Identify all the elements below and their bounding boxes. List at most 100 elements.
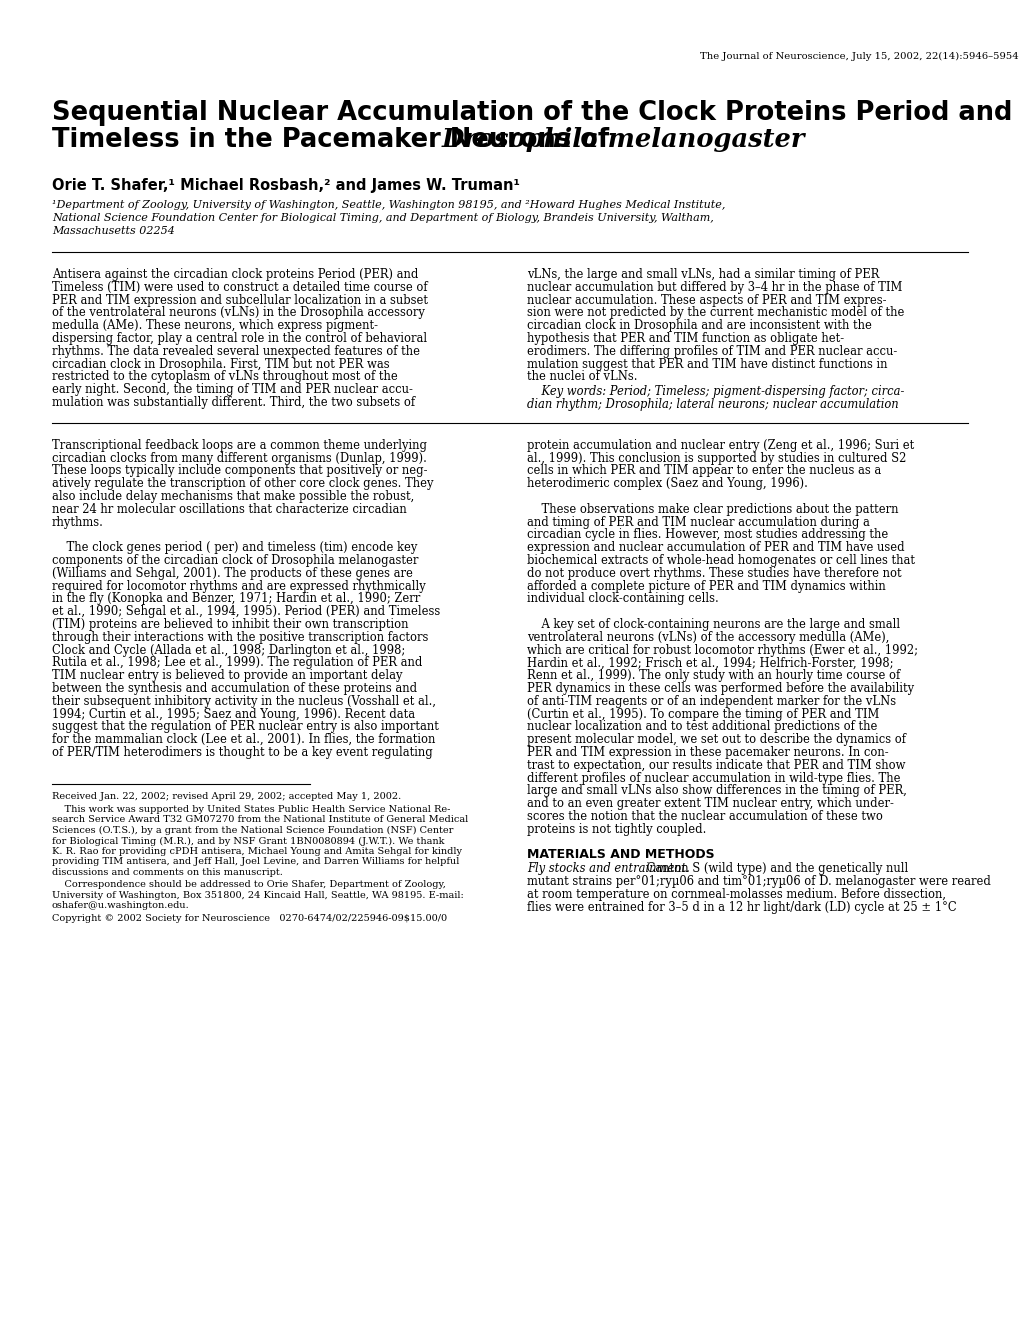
Text: circadian clock in Drosophila and are inconsistent with the: circadian clock in Drosophila and are in… — [527, 320, 871, 333]
Text: MATERIALS AND METHODS: MATERIALS AND METHODS — [527, 849, 714, 862]
Text: 1994; Curtin et al., 1995; Saez and Young, 1996). Recent data: 1994; Curtin et al., 1995; Saez and Youn… — [52, 708, 415, 720]
Text: different profiles of nuclear accumulation in wild-type flies. The: different profiles of nuclear accumulati… — [527, 772, 900, 785]
Text: National Science Foundation Center for Biological Timing, and Department of Biol: National Science Foundation Center for B… — [52, 213, 713, 223]
Text: large and small vLNs also show differences in the timing of PER,: large and small vLNs also show differenc… — [527, 785, 906, 797]
Text: K. R. Rao for providing cPDH antisera, Michael Young and Amita Sehgal for kindly: K. R. Rao for providing cPDH antisera, M… — [52, 847, 462, 855]
Text: protein accumulation and nuclear entry (Zeng et al., 1996; Suri et: protein accumulation and nuclear entry (… — [527, 439, 913, 452]
Text: do not produce overt rhythms. These studies have therefore not: do not produce overt rhythms. These stud… — [527, 566, 901, 579]
Text: suggest that the regulation of PER nuclear entry is also important: suggest that the regulation of PER nucle… — [52, 720, 438, 733]
Text: vLNs, the large and small vLNs, had a similar timing of PER: vLNs, the large and small vLNs, had a si… — [527, 268, 878, 281]
Text: Rutila et al., 1998; Lee et al., 1999). The regulation of PER and: Rutila et al., 1998; Lee et al., 1999). … — [52, 656, 422, 670]
Text: et al., 1990; Sehgal et al., 1994, 1995). Period (PER) and Timeless: et al., 1990; Sehgal et al., 1994, 1995)… — [52, 605, 440, 618]
Text: mulation suggest that PER and TIM have distinct functions in: mulation suggest that PER and TIM have d… — [527, 358, 887, 370]
Text: circadian cycle in flies. However, most studies addressing the: circadian cycle in flies. However, most … — [527, 528, 888, 541]
Text: at room temperature on cornmeal-molasses medium. Before dissection,: at room temperature on cornmeal-molasses… — [527, 888, 945, 900]
Text: Key words: Period; Timeless; pigment-dispersing factor; circa-: Key words: Period; Timeless; pigment-dis… — [527, 385, 904, 398]
Text: and timing of PER and TIM nuclear accumulation during a: and timing of PER and TIM nuclear accumu… — [527, 516, 869, 529]
Text: biochemical extracts of whole-head homogenates or cell lines that: biochemical extracts of whole-head homog… — [527, 554, 914, 568]
Text: Massachusetts 02254: Massachusetts 02254 — [52, 225, 174, 236]
Text: atively regulate the transcription of other core clock genes. They: atively regulate the transcription of ot… — [52, 477, 433, 491]
Text: dispersing factor, play a central role in the control of behavioral: dispersing factor, play a central role i… — [52, 332, 427, 345]
Text: cells in which PER and TIM appear to enter the nucleus as a: cells in which PER and TIM appear to ent… — [527, 464, 880, 477]
Text: Timeless in the Pacemaker Neurons of: Timeless in the Pacemaker Neurons of — [52, 127, 618, 152]
Text: Canton S (wild type) and the genetically null: Canton S (wild type) and the genetically… — [642, 862, 907, 875]
Text: restricted to the cytoplasm of vLNs throughout most of the: restricted to the cytoplasm of vLNs thro… — [52, 370, 397, 383]
Text: scores the notion that the nuclear accumulation of these two: scores the notion that the nuclear accum… — [527, 810, 882, 823]
Text: for the mammalian clock (Lee et al., 2001). In flies, the formation: for the mammalian clock (Lee et al., 200… — [52, 733, 435, 747]
Text: also include delay mechanisms that make possible the robust,: also include delay mechanisms that make … — [52, 491, 414, 503]
Text: (TIM) proteins are believed to inhibit their own transcription: (TIM) proteins are believed to inhibit t… — [52, 618, 408, 631]
Text: Renn et al., 1999). The only study with an hourly time course of: Renn et al., 1999). The only study with … — [527, 670, 900, 682]
Text: oshafer@u.washington.edu.: oshafer@u.washington.edu. — [52, 902, 190, 911]
Text: early night. Second, the timing of TIM and PER nuclear accu-: early night. Second, the timing of TIM a… — [52, 383, 413, 396]
Text: search Service Award T32 GM07270 from the National Institute of General Medical: search Service Award T32 GM07270 from th… — [52, 815, 468, 825]
Text: circadian clocks from many different organisms (Dunlap, 1999).: circadian clocks from many different org… — [52, 452, 427, 464]
Text: in the fly (Konopka and Benzer, 1971; Hardin et al., 1990; Zerr: in the fly (Konopka and Benzer, 1971; Ha… — [52, 593, 420, 606]
Text: of the ventrolateral neurons (vLNs) in the Drosophila accessory: of the ventrolateral neurons (vLNs) in t… — [52, 306, 425, 320]
Text: Transcriptional feedback loops are a common theme underlying: Transcriptional feedback loops are a com… — [52, 439, 427, 452]
Text: proteins is not tightly coupled.: proteins is not tightly coupled. — [527, 823, 706, 835]
Text: of anti-TIM reagents or of an independent marker for the vLNs: of anti-TIM reagents or of an independen… — [527, 695, 896, 708]
Text: Sciences (O.T.S.), by a grant from the National Science Foundation (NSF) Center: Sciences (O.T.S.), by a grant from the N… — [52, 826, 452, 835]
Text: (Curtin et al., 1995). To compare the timing of PER and TIM: (Curtin et al., 1995). To compare the ti… — [527, 708, 878, 720]
Text: of PER/TIM heterodimers is thought to be a key event regulating: of PER/TIM heterodimers is thought to be… — [52, 747, 432, 758]
Text: University of Washington, Box 351800, 24 Kincaid Hall, Seattle, WA 98195. E-mail: University of Washington, Box 351800, 24… — [52, 891, 464, 900]
Text: flies were entrained for 3–5 d in a 12 hr light/dark (LD) cycle at 25 ± 1°C: flies were entrained for 3–5 d in a 12 h… — [527, 900, 956, 914]
Text: near 24 hr molecular oscillations that characterize circadian: near 24 hr molecular oscillations that c… — [52, 503, 407, 516]
Text: al., 1999). This conclusion is supported by studies in cultured S2: al., 1999). This conclusion is supported… — [527, 452, 906, 464]
Text: nuclear localization and to test additional predictions of the: nuclear localization and to test additio… — [527, 720, 876, 733]
Text: PER dynamics in these cells was performed before the availability: PER dynamics in these cells was performe… — [527, 682, 913, 695]
Text: which are critical for robust locomotor rhythms (Ewer et al., 1992;: which are critical for robust locomotor … — [527, 643, 917, 656]
Text: erodimers. The differing profiles of TIM and PER nuclear accu-: erodimers. The differing profiles of TIM… — [527, 345, 897, 358]
Text: the nuclei of vLNs.: the nuclei of vLNs. — [527, 370, 637, 383]
Text: present molecular model, we set out to describe the dynamics of: present molecular model, we set out to d… — [527, 733, 905, 747]
Text: Drosophila melanogaster: Drosophila melanogaster — [441, 127, 805, 152]
Text: discussions and comments on this manuscript.: discussions and comments on this manuscr… — [52, 869, 282, 876]
Text: Fly stocks and entrainment.: Fly stocks and entrainment. — [527, 862, 689, 875]
Text: rhythms. The data revealed several unexpected features of the: rhythms. The data revealed several unexp… — [52, 345, 420, 358]
Text: ¹Department of Zoology, University of Washington, Seattle, Washington 98195, and: ¹Department of Zoology, University of Wa… — [52, 200, 725, 210]
Text: nuclear accumulation but differed by 3–4 hr in the phase of TIM: nuclear accumulation but differed by 3–4… — [527, 281, 902, 294]
Text: The Journal of Neuroscience, July 15, 2002, 22(14):5946–5954: The Journal of Neuroscience, July 15, 20… — [699, 52, 1018, 61]
Text: medulla (AMe). These neurons, which express pigment-: medulla (AMe). These neurons, which expr… — [52, 320, 378, 333]
Text: These loops typically include components that positively or neg-: These loops typically include components… — [52, 464, 427, 477]
Text: Copyright © 2002 Society for Neuroscience   0270-6474/02/225946-09$15.00/0: Copyright © 2002 Society for Neuroscienc… — [52, 914, 446, 923]
Text: afforded a complete picture of PER and TIM dynamics within: afforded a complete picture of PER and T… — [527, 579, 884, 593]
Text: their subsequent inhibitory activity in the nucleus (Vosshall et al.,: their subsequent inhibitory activity in … — [52, 695, 435, 708]
Text: Received Jan. 22, 2002; revised April 29, 2002; accepted May 1, 2002.: Received Jan. 22, 2002; revised April 29… — [52, 793, 400, 801]
Text: expression and nuclear accumulation of PER and TIM have used: expression and nuclear accumulation of P… — [527, 541, 904, 554]
Text: This work was supported by United States Public Health Service National Re-: This work was supported by United States… — [52, 805, 450, 814]
Text: individual clock-containing cells.: individual clock-containing cells. — [527, 593, 718, 606]
Text: for Biological Timing (M.R.), and by NSF Grant 1BN0080894 (J.W.T.). We thank: for Biological Timing (M.R.), and by NSF… — [52, 837, 444, 846]
Text: dian rhythm; Drosophila; lateral neurons; nuclear accumulation: dian rhythm; Drosophila; lateral neurons… — [527, 398, 898, 411]
Text: TIM nuclear entry is believed to provide an important delay: TIM nuclear entry is believed to provide… — [52, 670, 403, 682]
Text: The clock genes period ( per) and timeless (tim) encode key: The clock genes period ( per) and timele… — [52, 541, 417, 554]
Text: nuclear accumulation. These aspects of PER and TIM expres-: nuclear accumulation. These aspects of P… — [527, 293, 886, 306]
Text: mulation was substantially different. Third, the two subsets of: mulation was substantially different. Th… — [52, 396, 415, 408]
Text: ventrolateral neurons (vLNs) of the accessory medulla (AMe),: ventrolateral neurons (vLNs) of the acce… — [527, 631, 889, 644]
Text: Clock and Cycle (Allada et al., 1998; Darlington et al., 1998;: Clock and Cycle (Allada et al., 1998; Da… — [52, 643, 405, 656]
Text: (Williams and Sehgal, 2001). The products of these genes are: (Williams and Sehgal, 2001). The product… — [52, 566, 413, 579]
Text: Antisera against the circadian clock proteins Period (PER) and: Antisera against the circadian clock pro… — [52, 268, 418, 281]
Text: Correspondence should be addressed to Orie Shafer, Department of Zoology,: Correspondence should be addressed to Or… — [52, 880, 445, 890]
Text: providing TIM antisera, and Jeff Hall, Joel Levine, and Darren Williams for help: providing TIM antisera, and Jeff Hall, J… — [52, 858, 459, 866]
Text: and to an even greater extent TIM nuclear entry, which under-: and to an even greater extent TIM nuclea… — [527, 797, 893, 810]
Text: hypothesis that PER and TIM function as obligate het-: hypothesis that PER and TIM function as … — [527, 332, 844, 345]
Text: A key set of clock-containing neurons are the large and small: A key set of clock-containing neurons ar… — [527, 618, 899, 631]
Text: Orie T. Shafer,¹ Michael Rosbash,² and James W. Truman¹: Orie T. Shafer,¹ Michael Rosbash,² and J… — [52, 178, 520, 194]
Text: trast to expectation, our results indicate that PER and TIM show: trast to expectation, our results indica… — [527, 758, 905, 772]
Text: circadian clock in Drosophila. First, TIM but not PER was: circadian clock in Drosophila. First, TI… — [52, 358, 389, 370]
Text: PER and TIM expression and subcellular localization in a subset: PER and TIM expression and subcellular l… — [52, 293, 428, 306]
Text: Hardin et al., 1992; Frisch et al., 1994; Helfrich-Forster, 1998;: Hardin et al., 1992; Frisch et al., 1994… — [527, 656, 893, 670]
Text: These observations make clear predictions about the pattern: These observations make clear prediction… — [527, 503, 898, 516]
Text: Sequential Nuclear Accumulation of the Clock Proteins Period and: Sequential Nuclear Accumulation of the C… — [52, 99, 1012, 126]
Text: Timeless (TIM) were used to construct a detailed time course of: Timeless (TIM) were used to construct a … — [52, 281, 427, 294]
Text: heterodimeric complex (Saez and Young, 1996).: heterodimeric complex (Saez and Young, 1… — [527, 477, 807, 491]
Text: sion were not predicted by the current mechanistic model of the: sion were not predicted by the current m… — [527, 306, 904, 320]
Text: PER and TIM expression in these pacemaker neurons. In con-: PER and TIM expression in these pacemake… — [527, 747, 888, 758]
Text: rhythms.: rhythms. — [52, 516, 104, 529]
Text: components of the circadian clock of Drosophila melanogaster: components of the circadian clock of Dro… — [52, 554, 418, 568]
Text: mutant strains per°01;ryµ06 and tim°01;ryµ06 of D. melanogaster were reared: mutant strains per°01;ryµ06 and tim°01;r… — [527, 875, 989, 888]
Text: through their interactions with the positive transcription factors: through their interactions with the posi… — [52, 631, 428, 644]
Text: required for locomotor rhythms and are expressed rhythmically: required for locomotor rhythms and are e… — [52, 579, 425, 593]
